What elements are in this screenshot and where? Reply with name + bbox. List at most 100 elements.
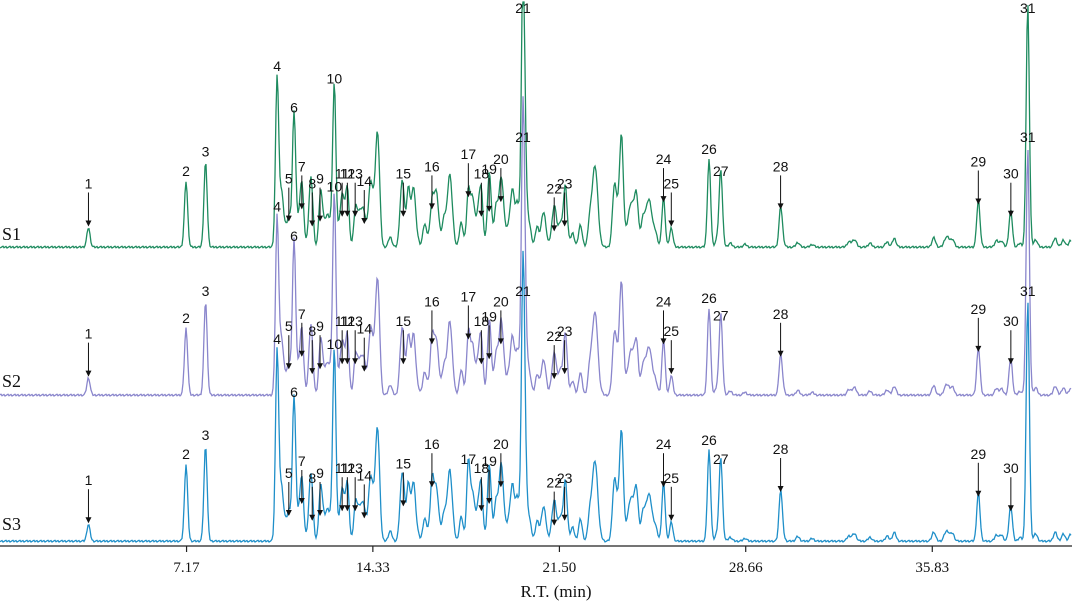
arrowhead-14 xyxy=(361,218,368,225)
peak-label-1: 1 xyxy=(85,326,93,342)
x-tick-label: 14.33 xyxy=(356,560,390,576)
peak-label-6: 6 xyxy=(290,384,298,400)
peak-label-29: 29 xyxy=(971,154,987,170)
peak-label-5: 5 xyxy=(285,171,293,187)
arrowhead-19 xyxy=(486,353,493,360)
arrowhead-29 xyxy=(975,198,982,205)
peak-label-26: 26 xyxy=(701,290,717,306)
peak-label-27: 27 xyxy=(713,308,729,324)
arrowhead-24 xyxy=(660,338,667,345)
peak-label-20: 20 xyxy=(493,436,509,452)
peak-label-19: 19 xyxy=(481,453,497,469)
peak-label-13: 13 xyxy=(347,460,363,476)
arrowhead-24 xyxy=(660,196,667,203)
series-labels: S1 S2 S3 xyxy=(2,224,21,534)
peak-label-25: 25 xyxy=(664,470,680,486)
arrowhead-16 xyxy=(428,203,435,210)
arrowhead-15 xyxy=(400,500,407,507)
peak-label-21: 21 xyxy=(515,283,531,299)
peak-label-3: 3 xyxy=(202,283,210,299)
peak-label-6: 6 xyxy=(290,100,298,116)
peak-label-14: 14 xyxy=(356,321,372,337)
x-tick-label: 7.17 xyxy=(173,560,200,576)
peak-label-25: 25 xyxy=(664,323,680,339)
arrowhead-22 xyxy=(551,373,558,380)
arrowhead-16 xyxy=(428,481,435,488)
arrowhead-7 xyxy=(298,350,305,357)
peak-label-1: 1 xyxy=(85,472,93,488)
trace-s3 xyxy=(0,250,1072,543)
series-label-s3: S3 xyxy=(2,514,21,534)
peak-label-22: 22 xyxy=(546,328,562,344)
arrowhead-29 xyxy=(975,490,982,497)
arrowhead-8 xyxy=(309,368,316,375)
series-label-s1: S1 xyxy=(2,224,21,244)
peak-label-9: 9 xyxy=(316,171,324,187)
peak-label-24: 24 xyxy=(656,436,672,452)
arrowhead-28 xyxy=(777,350,784,357)
arrowhead-16 xyxy=(428,338,435,345)
peak-label-3: 3 xyxy=(202,144,210,160)
peak-arrows xyxy=(85,163,1014,526)
arrowhead-19 xyxy=(486,498,493,504)
peak-label-31: 31 xyxy=(1020,0,1036,16)
peak-label-15: 15 xyxy=(396,455,412,471)
arrowhead-9 xyxy=(317,510,324,516)
peak-label-13: 13 xyxy=(347,166,363,182)
x-tick-label: 35.83 xyxy=(915,560,949,576)
arrowhead-11 xyxy=(339,358,346,365)
arrowhead-15 xyxy=(400,210,407,217)
arrowhead-19 xyxy=(486,205,493,212)
arrowhead-29 xyxy=(975,345,982,352)
arrowhead-30 xyxy=(1007,505,1014,512)
peak-label-1: 1 xyxy=(85,175,93,191)
peak-label-5: 5 xyxy=(285,318,293,334)
arrowhead-25 xyxy=(668,220,675,227)
peak-label-6: 6 xyxy=(290,228,298,244)
arrowhead-18 xyxy=(478,358,485,365)
peak-label-22: 22 xyxy=(546,475,562,491)
arrowhead-28 xyxy=(777,203,784,210)
peak-label-18: 18 xyxy=(474,166,490,182)
arrowhead-23 xyxy=(561,514,568,521)
arrowhead-11 xyxy=(339,505,346,512)
trace-s1 xyxy=(0,1,1072,249)
peak-label-29: 29 xyxy=(971,301,987,317)
x-tick-label: 21.50 xyxy=(543,560,577,576)
peak-label-25: 25 xyxy=(664,175,680,191)
peak-label-27: 27 xyxy=(713,163,729,179)
arrowhead-18 xyxy=(478,505,485,512)
peak-label-23: 23 xyxy=(557,323,573,339)
chromatogram-traces xyxy=(0,1,1072,543)
peak-label-2: 2 xyxy=(182,310,190,326)
peak-label-15: 15 xyxy=(396,313,412,329)
peak-label-2: 2 xyxy=(182,163,190,179)
peak-label-7: 7 xyxy=(298,453,306,469)
peak-label-3: 3 xyxy=(202,427,210,443)
series-label-s2: S2 xyxy=(2,371,21,391)
peak-label-5: 5 xyxy=(285,465,293,481)
arrowhead-17 xyxy=(465,333,472,340)
peak-label-2: 2 xyxy=(182,446,190,462)
arrowhead-5 xyxy=(285,215,292,222)
arrowhead-9 xyxy=(317,363,324,370)
peak-label-11: 11 xyxy=(335,460,350,476)
peak-label-12: 12 xyxy=(340,460,356,476)
peak-label-24: 24 xyxy=(656,293,672,309)
x-tick-label: 28.66 xyxy=(729,560,763,576)
peak-label-31: 31 xyxy=(1020,129,1036,145)
arrowhead-12 xyxy=(344,358,351,365)
peak-label-9: 9 xyxy=(316,465,324,481)
peak-label-17: 17 xyxy=(461,288,477,304)
peak-label-20: 20 xyxy=(493,293,509,309)
peak-label-26: 26 xyxy=(701,432,717,448)
peak-label-26: 26 xyxy=(701,141,717,157)
peak-label-12: 12 xyxy=(340,166,356,182)
peak-label-21: 21 xyxy=(515,129,531,145)
arrowhead-1 xyxy=(85,517,92,524)
arrowhead-13 xyxy=(352,210,359,217)
peak-label-9: 9 xyxy=(316,318,324,334)
peak-label-10: 10 xyxy=(327,336,343,352)
peak-label-13: 13 xyxy=(347,313,363,329)
arrowhead-12 xyxy=(344,505,351,512)
